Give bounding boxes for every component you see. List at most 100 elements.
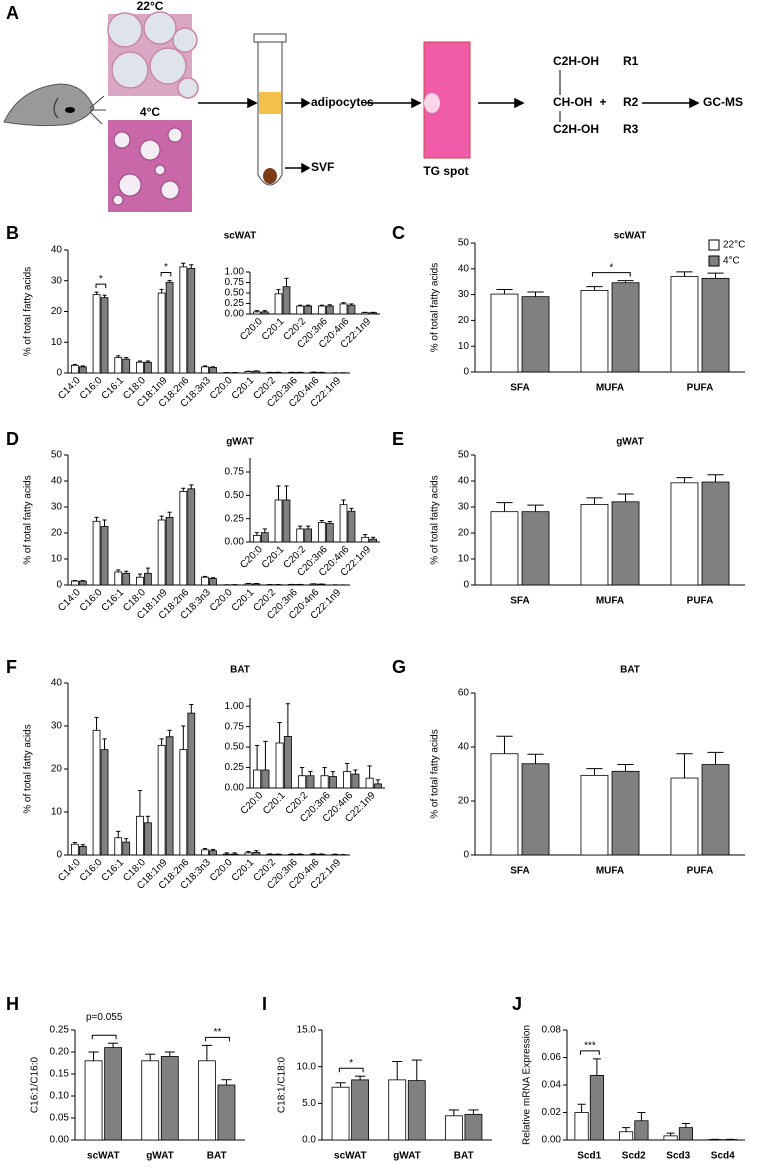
- y-tick-label: 0.20: [50, 1047, 70, 1058]
- bar: [521, 763, 550, 856]
- y-tick-label: 1.00: [225, 701, 245, 712]
- x-tick-label: C20:0: [239, 790, 266, 817]
- bar: [252, 852, 261, 856]
- bar: [282, 286, 291, 315]
- bar: [306, 775, 315, 789]
- y-tick-label: 0.00: [542, 1135, 562, 1146]
- x-tick-label: scWAT: [334, 1151, 367, 1162]
- y-tick-label: 10.0: [297, 1061, 317, 1072]
- x-tick-label: C16:1: [100, 857, 127, 884]
- bar: [114, 837, 123, 856]
- bar: [521, 296, 550, 373]
- chart-title: gWAT: [226, 437, 254, 448]
- y-tick-label: 0.05: [50, 1113, 70, 1124]
- bar: [261, 769, 270, 789]
- chain: R2: [623, 95, 639, 109]
- y-axis-label: % of total fatty acids: [430, 729, 441, 819]
- y-tick-label: 0.15: [50, 1069, 70, 1080]
- glycerol-group: C2H-OH: [553, 54, 599, 68]
- x-tick-label: Scd4: [711, 1151, 735, 1162]
- bar: [521, 511, 550, 586]
- bar: [361, 312, 370, 315]
- y-tick-label: 0.06: [542, 1052, 562, 1063]
- layer-label: SVF: [311, 160, 334, 174]
- chain: R3: [623, 122, 639, 136]
- y-tick-label: 20: [458, 528, 470, 539]
- bar: [144, 361, 152, 374]
- y-tick-label: 0.25: [225, 762, 245, 773]
- bar: [343, 771, 352, 789]
- bar: [580, 774, 609, 856]
- bar: [197, 1060, 216, 1141]
- y-axis-label: % of total fatty acids: [430, 263, 441, 353]
- significance-bracket: [338, 1067, 364, 1073]
- panel-letter: I: [262, 994, 267, 1014]
- x-tick-label: C20:0: [238, 544, 265, 571]
- bar: [84, 1060, 103, 1141]
- x-tick-label: scWAT: [87, 1151, 120, 1162]
- panel-letter: G: [392, 657, 406, 677]
- x-tick-label: SFA: [510, 866, 529, 877]
- x-tick-label: C20:1: [230, 857, 257, 884]
- y-tick-label: 0: [463, 367, 469, 378]
- x-tick-label: MUFA: [596, 866, 624, 877]
- x-tick-label: C20:0: [208, 375, 235, 402]
- y-tick-label: 0.75: [225, 721, 245, 732]
- tg-spot: [424, 93, 440, 113]
- bar: [320, 775, 329, 789]
- x-tick-label: C20:0: [208, 857, 235, 884]
- bar: [157, 519, 166, 586]
- y-tick-label: 50: [458, 238, 470, 249]
- y-tick-label: 20: [51, 528, 63, 539]
- y-tick-label: 0.02: [542, 1107, 562, 1118]
- bar: [114, 357, 123, 374]
- bar: [701, 764, 730, 856]
- significance-label: ***: [584, 1041, 596, 1052]
- y-tick-label: 50: [458, 450, 470, 461]
- bar: [104, 1047, 123, 1141]
- bar: [230, 853, 239, 856]
- y-tick-label: 40: [458, 476, 470, 487]
- svf-pellet: [263, 168, 277, 184]
- bar: [317, 305, 326, 315]
- significance-label: *: [164, 262, 168, 273]
- legend-label: 4°C: [723, 256, 740, 267]
- y-tick-label: 10: [51, 807, 63, 818]
- y-axis-label: Relative mRNA Expression: [522, 1025, 533, 1145]
- legend-label: 22°C: [723, 240, 745, 251]
- y-tick-label: 40: [51, 245, 63, 256]
- bar: [580, 290, 609, 373]
- significance-bracket: [591, 272, 631, 277]
- bar: [92, 520, 101, 586]
- x-tick-label: BAT: [207, 1151, 227, 1162]
- bar: [611, 501, 640, 586]
- beige-cells: [112, 127, 183, 206]
- bar: [274, 293, 283, 315]
- y-tick-label: 40: [51, 476, 63, 487]
- bar: [157, 744, 166, 856]
- y-tick-label: 0.50: [225, 490, 245, 501]
- bar: [328, 776, 337, 789]
- bar: [282, 499, 291, 543]
- y-tick-label: 0: [463, 580, 469, 591]
- bar: [253, 769, 262, 789]
- x-tick-label: C20:1: [260, 316, 287, 343]
- bar: [274, 499, 283, 543]
- x-tick-label: C20:1: [230, 587, 257, 614]
- bar: [369, 312, 378, 315]
- x-tick-label: gWAT: [393, 1151, 421, 1162]
- bar: [252, 535, 261, 543]
- x-tick-label: C16:0: [78, 375, 105, 402]
- panel-letter: B: [6, 223, 19, 243]
- bar: [347, 304, 356, 315]
- x-tick-label: PUFA: [687, 383, 714, 394]
- bar: [634, 1120, 649, 1141]
- significance-label: *: [349, 1058, 353, 1069]
- x-tick-label: C20:1: [230, 375, 257, 402]
- significance-bracket: [95, 283, 107, 289]
- bar: [574, 1112, 589, 1141]
- x-tick-label: C20:0: [208, 587, 235, 614]
- x-tick-label: C20:1: [260, 544, 287, 571]
- bar: [70, 843, 79, 856]
- bar: [100, 526, 109, 586]
